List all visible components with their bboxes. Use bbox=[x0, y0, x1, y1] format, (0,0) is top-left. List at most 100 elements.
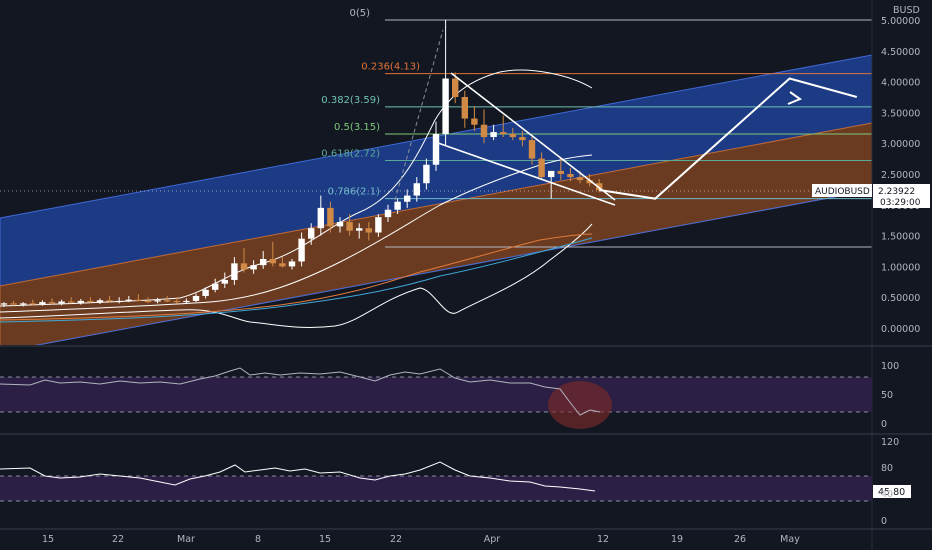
candle[interactable] bbox=[10, 300, 17, 306]
candle[interactable] bbox=[317, 195, 324, 236]
candle[interactable] bbox=[269, 241, 276, 267]
candle-body bbox=[346, 222, 353, 231]
candle[interactable] bbox=[260, 251, 267, 269]
candle-body bbox=[586, 180, 593, 184]
candle[interactable] bbox=[144, 297, 152, 303]
fib-level-label: 0.236(4.13) bbox=[361, 62, 420, 73]
candles[interactable] bbox=[0, 20, 603, 308]
price-tick-label: 4.00000 bbox=[881, 78, 920, 89]
candle[interactable] bbox=[231, 257, 238, 285]
time-axis[interactable]: 15 22 Mar 8 15 22 Apr 12 19 26 May bbox=[42, 534, 800, 545]
ma-orange-line bbox=[0, 233, 593, 321]
stoch-pane[interactable]: 45.80 120 80 40 0 bbox=[0, 437, 911, 527]
candle[interactable] bbox=[423, 158, 430, 190]
candle[interactable] bbox=[125, 295, 132, 303]
candle[interactable] bbox=[250, 260, 257, 274]
candle[interactable] bbox=[48, 298, 56, 305]
drawings bbox=[394, 29, 858, 206]
candle[interactable] bbox=[509, 127, 516, 141]
candle[interactable] bbox=[20, 302, 27, 307]
candle[interactable] bbox=[567, 167, 574, 182]
candle[interactable] bbox=[279, 257, 286, 268]
candle-body bbox=[500, 132, 507, 134]
candle[interactable] bbox=[471, 106, 478, 131]
rsi-axis: 100 50 0 bbox=[881, 361, 899, 430]
candle[interactable] bbox=[365, 222, 372, 241]
candle[interactable] bbox=[192, 293, 200, 303]
candle-body bbox=[116, 300, 123, 303]
candle[interactable] bbox=[384, 204, 392, 223]
candle[interactable] bbox=[528, 137, 536, 165]
candle[interactable] bbox=[96, 298, 104, 304]
candle-body bbox=[164, 300, 171, 302]
candle[interactable] bbox=[77, 299, 84, 305]
symbol-tag-bg bbox=[812, 184, 872, 197]
candle[interactable] bbox=[173, 297, 180, 304]
candle[interactable] bbox=[500, 115, 507, 138]
fib-level-label: 0.382(3.59) bbox=[321, 95, 380, 106]
candle[interactable] bbox=[519, 130, 526, 147]
candle[interactable] bbox=[164, 295, 171, 303]
candle[interactable] bbox=[394, 198, 401, 215]
candle[interactable] bbox=[183, 298, 190, 304]
candle[interactable] bbox=[212, 278, 219, 293]
rsi-pane[interactable]: 100 50 0 bbox=[0, 361, 899, 430]
stoch-axis: 120 80 40 0 bbox=[881, 437, 899, 527]
candle-body bbox=[221, 279, 228, 284]
candle[interactable] bbox=[442, 20, 449, 147]
stoch-line bbox=[0, 461, 596, 492]
candle[interactable] bbox=[58, 299, 65, 306]
candle[interactable] bbox=[538, 152, 545, 181]
candle-body bbox=[269, 259, 276, 264]
candle[interactable] bbox=[221, 272, 228, 288]
candle[interactable] bbox=[346, 214, 353, 236]
stoch-tick-label: 120 bbox=[881, 437, 899, 448]
candle-body bbox=[77, 300, 84, 303]
candle[interactable] bbox=[298, 232, 305, 267]
candle[interactable] bbox=[0, 302, 8, 308]
candle-body bbox=[442, 78, 449, 134]
candle[interactable] bbox=[106, 295, 113, 303]
candle[interactable] bbox=[490, 124, 497, 141]
candle-body bbox=[576, 177, 584, 181]
rsi-tick-label: 100 bbox=[881, 361, 899, 372]
candle-body bbox=[183, 300, 190, 303]
candle[interactable] bbox=[452, 72, 459, 104]
candle[interactable] bbox=[87, 297, 94, 303]
candle[interactable] bbox=[288, 259, 296, 270]
candle-body bbox=[135, 299, 142, 301]
candle[interactable] bbox=[356, 223, 363, 239]
candle[interactable] bbox=[336, 217, 344, 233]
candle[interactable] bbox=[480, 109, 488, 144]
candle[interactable] bbox=[116, 297, 123, 304]
candle[interactable] bbox=[154, 297, 161, 304]
candle[interactable] bbox=[29, 299, 36, 306]
projection-arrowhead bbox=[787, 91, 803, 105]
candle[interactable] bbox=[68, 297, 75, 304]
candle[interactable] bbox=[404, 189, 411, 208]
candle-body bbox=[528, 140, 536, 159]
price-tick-label: 0.00000 bbox=[881, 324, 920, 335]
candle[interactable] bbox=[202, 287, 209, 299]
candle-body bbox=[0, 303, 8, 305]
candle-body bbox=[20, 303, 27, 305]
candle[interactable] bbox=[461, 90, 468, 128]
candle-body bbox=[298, 238, 305, 262]
candle[interactable] bbox=[432, 121, 440, 171]
candle[interactable] bbox=[39, 300, 46, 306]
candle[interactable] bbox=[308, 223, 315, 245]
candle-body bbox=[432, 133, 440, 165]
candle[interactable] bbox=[375, 214, 382, 237]
candle-body bbox=[317, 207, 324, 229]
candle-body bbox=[288, 261, 296, 267]
candle[interactable] bbox=[548, 170, 555, 199]
rsi-highlight-circle bbox=[548, 381, 612, 429]
stoch-value: 45.80 bbox=[878, 487, 905, 498]
fib-level-label: 0.618(2.72) bbox=[321, 148, 380, 159]
candle[interactable] bbox=[135, 294, 142, 302]
candle[interactable] bbox=[327, 201, 334, 233]
candle[interactable] bbox=[413, 177, 420, 202]
candle[interactable] bbox=[240, 247, 248, 273]
candle[interactable] bbox=[557, 158, 564, 181]
